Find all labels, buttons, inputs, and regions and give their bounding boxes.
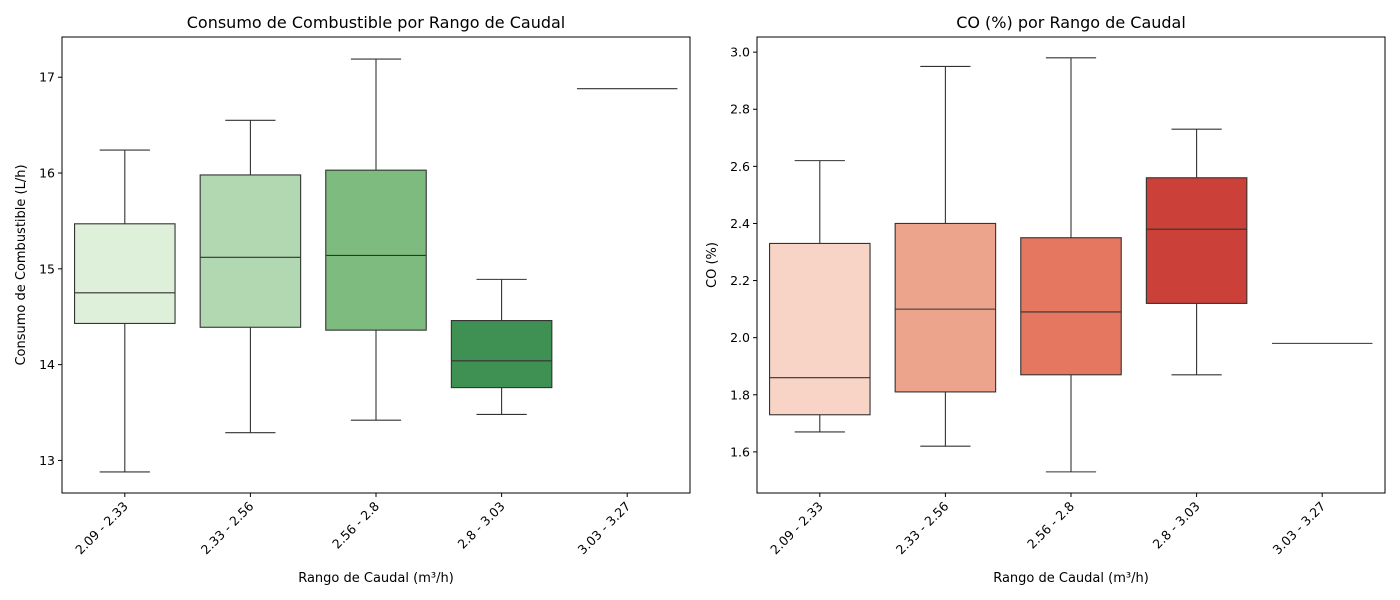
fuel-x-tick-label: 2.09 - 2.33 (72, 499, 131, 558)
fuel-consumption-panel: Consumo de Combustible por Rango de Caud… (14, 13, 691, 586)
fuel-y-axis-label: Consumo de Combustible (L/h) (14, 164, 29, 365)
fuel-chart-title: Consumo de Combustible por Rango de Caud… (187, 13, 566, 32)
co-percent-panel: CO (%) por Rango de Caudal Rango de Caud… (705, 13, 1386, 586)
fuel-box-3 (325, 58, 427, 421)
fuel-y-tick-label: 16 (39, 166, 55, 181)
fuel-box-1 (74, 149, 176, 473)
co-x-tick-label: 2.8 - 3.03 (1150, 499, 1203, 552)
co-box-2 (894, 65, 997, 447)
fuel-x-axis-label: Rango de Caudal (m³/h) (298, 571, 454, 586)
fuel-iqr-box (450, 320, 553, 389)
fuel-iqr-box (325, 169, 427, 331)
co-y-tick-label: 2.8 (730, 102, 750, 117)
co-box-1 (769, 160, 871, 433)
co-iqr-box (769, 242, 871, 416)
fuel-iqr-box (74, 223, 176, 324)
co-iqr-box (894, 222, 997, 393)
co-y-tick-label: 2.4 (730, 216, 750, 231)
co-y-tick-label: 2.0 (730, 330, 750, 345)
co-x-tick-label: 3.03 - 3.27 (1270, 499, 1329, 558)
co-y-axis-label: CO (%) (705, 242, 720, 288)
fuel-y-tick-label: 15 (39, 261, 55, 276)
co-iqr-box (1145, 177, 1248, 304)
fuel-y-tick-label: 13 (39, 453, 55, 468)
fuel-x-tick-label: 2.56 - 2.8 (329, 498, 382, 551)
fuel-y-tick-label: 17 (39, 70, 55, 85)
co-y-tick-label: 1.8 (730, 387, 750, 402)
co-chart-title: CO (%) por Rango de Caudal (956, 13, 1186, 32)
fuel-box-2 (199, 119, 302, 434)
fuel-iqr-box (199, 174, 302, 328)
co-box-3 (1020, 57, 1122, 473)
co-x-tick-label: 2.33 - 2.56 (893, 498, 952, 557)
co-x-tick-label: 2.56 - 2.8 (1024, 498, 1077, 551)
co-y-tick-label: 2.2 (730, 273, 750, 288)
fuel-box-4 (450, 278, 553, 415)
fuel-y-tick-label: 14 (39, 357, 55, 372)
fuel-x-tick-label: 2.8 - 3.03 (455, 499, 508, 552)
co-box-4 (1145, 128, 1248, 376)
co-y-tick-label: 3.0 (730, 45, 750, 60)
co-y-tick-label: 2.6 (730, 159, 750, 174)
fuel-x-tick-label: 2.33 - 2.56 (198, 498, 257, 557)
co-x-tick-label: 2.09 - 2.33 (767, 499, 826, 558)
co-x-axis-label: Rango de Caudal (m³/h) (993, 571, 1149, 586)
fuel-x-tick-label: 3.03 - 3.27 (575, 499, 634, 558)
co-iqr-box (1020, 237, 1122, 376)
co-y-tick-label: 1.6 (730, 444, 750, 459)
